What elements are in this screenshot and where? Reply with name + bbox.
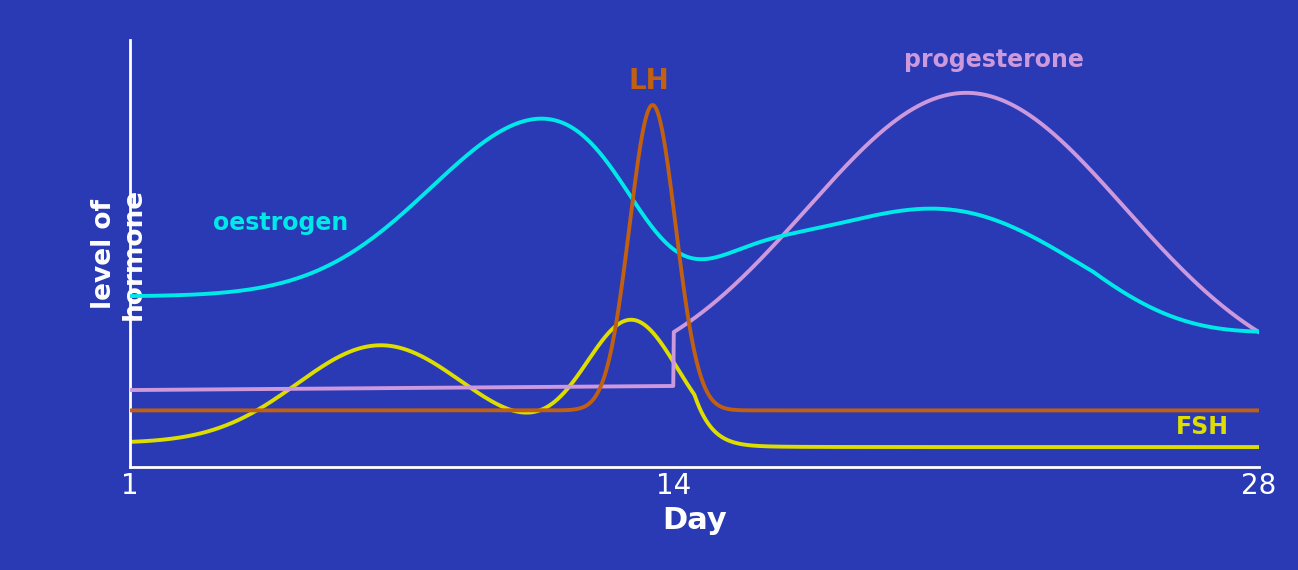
Text: FSH: FSH <box>1176 415 1228 439</box>
Text: oestrogen: oestrogen <box>213 211 349 235</box>
Text: LH: LH <box>628 67 668 95</box>
Text: progesterone: progesterone <box>903 48 1084 72</box>
X-axis label: Day: Day <box>662 506 727 535</box>
Y-axis label: level of
hormone: level of hormone <box>91 188 147 320</box>
